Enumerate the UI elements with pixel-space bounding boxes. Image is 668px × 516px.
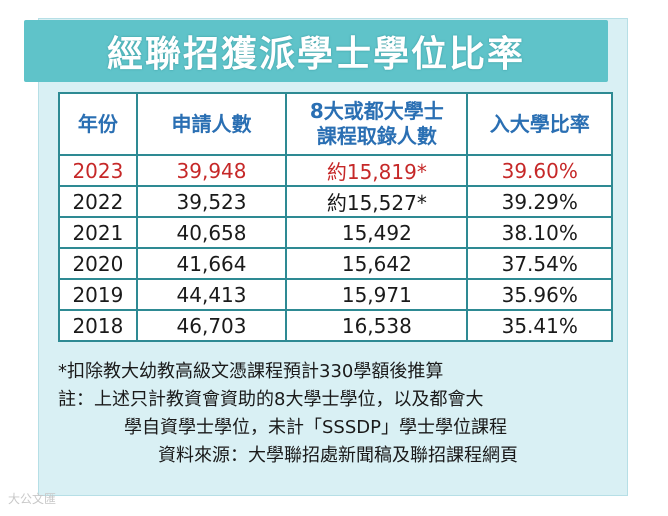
cell-admitted: 約15,819* — [285, 154, 469, 187]
header-admitted: 8大或都大學士 課程取錄人數 — [285, 92, 469, 156]
cell-admitted: 16,538 — [285, 309, 469, 342]
admission-rate-table: 年份 申請人數 8大或都大學士 課程取錄人數 入大學比率 2023 39,948… — [58, 92, 613, 342]
cell-applicants: 46,703 — [135, 309, 288, 342]
table-row: 2018 46,703 16,538 35.41% — [58, 309, 613, 342]
header-admitted-line1: 8大或都大學士 — [309, 99, 444, 123]
deduction-note: *扣除教大幼教高級文憑課程預計330學額後推算 — [58, 361, 444, 382]
cell-admitted: 約15,527* — [285, 185, 469, 218]
cell-admitted: 15,492 — [285, 216, 469, 249]
table-row: 2022 39,523 約15,527* 39.29% — [58, 185, 613, 218]
table-header-row: 年份 申請人數 8大或都大學士 課程取錄人數 入大學比率 — [58, 92, 613, 156]
cell-rate: 35.96% — [466, 278, 613, 311]
cell-year: 2020 — [58, 247, 138, 280]
watermark-logo: 大公文匯 — [8, 492, 57, 506]
cell-applicants: 41,664 — [135, 247, 288, 280]
cell-rate: 39.29% — [466, 185, 613, 218]
header-admitted-line2: 課程取錄人數 — [316, 124, 437, 148]
header-rate: 入大學比率 — [466, 92, 613, 156]
cell-year: 2022 — [58, 185, 138, 218]
header-year: 年份 — [58, 92, 138, 156]
cell-applicants: 39,523 — [135, 185, 288, 218]
cell-year: 2018 — [58, 309, 138, 342]
table-row: 2020 41,664 15,642 37.54% — [58, 247, 613, 280]
table-row: 2021 40,658 15,492 38.10% — [58, 216, 613, 249]
page-title: 經聯招獲派學士學位比率 — [106, 34, 525, 75]
cell-rate: 39.60% — [466, 154, 613, 187]
cell-rate: 38.10% — [466, 216, 613, 249]
cell-admitted: 15,971 — [285, 278, 469, 311]
source-note: 資料來源：大學聯招處新聞稿及聯招課程網頁 — [158, 445, 518, 466]
table-row: 2019 44,413 15,971 35.96% — [58, 278, 613, 311]
header-applicants: 申請人數 — [135, 92, 288, 156]
remark-line1: 註：上述只計教資會資助的8大學士學位，以及都會大 — [58, 389, 484, 410]
footnotes: *扣除教大幼教高級文憑課程預計330學額後推算 註：上述只計教資會資助的8大學士… — [58, 358, 618, 470]
cell-applicants: 44,413 — [135, 278, 288, 311]
cell-applicants: 39,948 — [135, 154, 288, 187]
remark-line2: 學自資學士學位，未計「SSSDP」學士學位課程 — [124, 417, 507, 438]
cell-rate: 35.41% — [466, 309, 613, 342]
cell-year: 2019 — [58, 278, 138, 311]
cell-applicants: 40,658 — [135, 216, 288, 249]
cell-admitted: 15,642 — [285, 247, 469, 280]
cell-year: 2021 — [58, 216, 138, 249]
cell-year: 2023 — [58, 154, 138, 187]
title-banner: 經聯招獲派學士學位比率 — [24, 20, 608, 82]
cell-rate: 37.54% — [466, 247, 613, 280]
table-row: 2023 39,948 約15,819* 39.60% — [58, 154, 613, 187]
